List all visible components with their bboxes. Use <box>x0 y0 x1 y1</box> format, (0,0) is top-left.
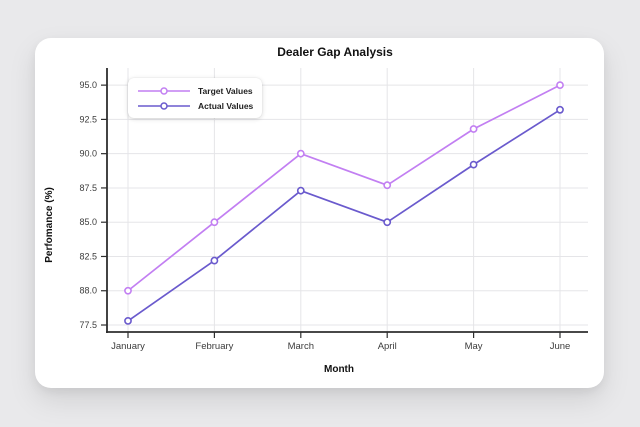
x-tick-label: January <box>111 341 145 352</box>
legend-swatch-actual-values <box>138 101 190 110</box>
target-values-data-point-marker <box>383 181 392 190</box>
y-tick-label: 77.5 <box>79 320 97 330</box>
x-axis-title: Month <box>324 364 354 375</box>
chart-card: 77.5 88.0 82.5 85.0 87.5 90.0 92.5 95.0 January F… <box>35 38 604 388</box>
y-tick-label: 88.0 <box>79 286 97 296</box>
legend: Target Values Actual Values <box>128 78 263 118</box>
grid-layer <box>107 68 588 332</box>
target-values-data-point-marker <box>210 218 219 227</box>
legend-item-actual-values: Actual Values <box>137 98 253 113</box>
target-values-line <box>127 84 561 292</box>
x-tick-label: May <box>465 341 483 352</box>
x-tick-label: March <box>288 341 314 352</box>
legend-swatch-target-values <box>138 86 190 95</box>
x-tick-label: February <box>195 341 233 352</box>
y-tick-label: 90.0 <box>79 149 97 159</box>
axes-layer: 77.5 88.0 82.5 85.0 87.5 90.0 92.5 95.0 January F… <box>79 68 588 352</box>
legend-item-label: Target Values <box>198 85 253 96</box>
actual-values-data-point-marker <box>296 186 305 195</box>
actual-values-data-point-marker <box>210 256 219 265</box>
legend-item-label: Actual Values <box>198 100 254 111</box>
legend-swatch-marker <box>160 86 168 95</box>
chart-title: Dealer Gap Analysis <box>277 45 393 59</box>
y-tick-label: 87.5 <box>79 183 97 193</box>
actual-values-data-point-marker <box>124 316 132 325</box>
y-axis-title: Perfomance (%) <box>44 187 55 263</box>
legend-item-target-values: Target Values <box>137 83 253 98</box>
actual-values-data-point-marker <box>556 105 564 114</box>
actual-values-line <box>127 108 561 322</box>
target-values-data-point-marker <box>469 125 478 133</box>
x-tick-label: June <box>550 341 571 352</box>
target-values-data-point-marker <box>124 286 132 295</box>
target-values-data-point-marker <box>296 149 305 158</box>
chart-svg: 77.5 88.0 82.5 85.0 87.5 90.0 92.5 95.0 January F… <box>44 45 588 375</box>
y-tick-label: 92.5 <box>79 114 97 124</box>
legend-swatch-marker <box>160 101 168 110</box>
actual-values-data-point-marker <box>383 218 392 227</box>
y-tick-label: 82.5 <box>79 251 97 261</box>
target-values-data-point-marker <box>556 81 564 90</box>
y-tick-label: 95.0 <box>79 80 97 90</box>
series-layer <box>124 81 564 325</box>
y-tick-label: 85.0 <box>79 217 97 227</box>
actual-values-data-point-marker <box>469 160 478 169</box>
x-tick-label: April <box>378 341 397 352</box>
